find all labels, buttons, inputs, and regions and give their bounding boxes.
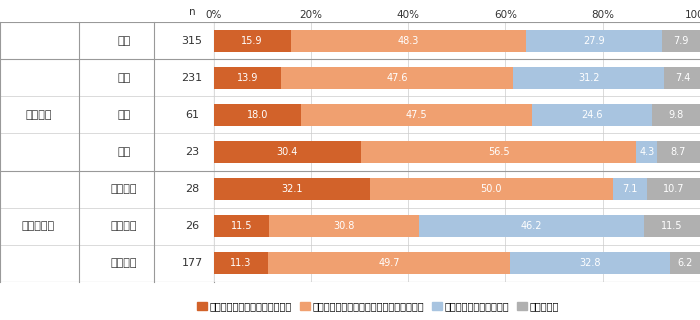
Text: 9.8: 9.8 bbox=[668, 110, 683, 120]
Text: 61: 61 bbox=[185, 110, 200, 120]
Bar bbox=[291, 30, 526, 52]
Text: 10.7: 10.7 bbox=[663, 184, 684, 194]
Text: 15.9: 15.9 bbox=[241, 36, 263, 46]
Text: 11.5: 11.5 bbox=[662, 221, 682, 231]
Text: 32.8: 32.8 bbox=[580, 258, 601, 268]
Text: 全体: 全体 bbox=[117, 36, 130, 46]
Text: 私立大学: 私立大学 bbox=[111, 258, 137, 268]
Text: 49.7: 49.7 bbox=[379, 258, 400, 268]
Text: 学校区分別: 学校区分別 bbox=[22, 221, 55, 231]
Bar bbox=[214, 215, 270, 237]
Text: 231: 231 bbox=[181, 73, 203, 83]
Bar bbox=[370, 178, 613, 200]
Text: 30.4: 30.4 bbox=[276, 147, 298, 157]
Bar bbox=[648, 178, 699, 200]
Text: 高専: 高専 bbox=[117, 147, 130, 157]
Text: 27.9: 27.9 bbox=[583, 36, 605, 46]
Text: 13.9: 13.9 bbox=[237, 73, 258, 83]
Text: 177: 177 bbox=[181, 258, 203, 268]
Text: 11.5: 11.5 bbox=[231, 221, 252, 231]
Bar bbox=[214, 141, 361, 163]
Bar bbox=[510, 252, 670, 274]
Text: 4.3: 4.3 bbox=[639, 147, 654, 157]
Text: 8.7: 8.7 bbox=[671, 147, 686, 157]
Text: 32.1: 32.1 bbox=[281, 184, 302, 194]
Bar bbox=[214, 30, 291, 52]
Text: 11.3: 11.3 bbox=[230, 258, 252, 268]
Text: 6.2: 6.2 bbox=[677, 258, 692, 268]
Bar bbox=[214, 178, 370, 200]
Bar bbox=[636, 141, 657, 163]
Bar bbox=[214, 104, 301, 126]
Bar bbox=[526, 30, 662, 52]
Text: 学校種別: 学校種別 bbox=[25, 110, 52, 120]
Bar bbox=[532, 104, 652, 126]
Text: 7.9: 7.9 bbox=[673, 36, 689, 46]
Text: 50.0: 50.0 bbox=[480, 184, 502, 194]
Text: 7.4: 7.4 bbox=[675, 73, 690, 83]
Text: 公立大学: 公立大学 bbox=[111, 221, 137, 231]
Text: 315: 315 bbox=[182, 36, 203, 46]
Text: 短大: 短大 bbox=[117, 110, 130, 120]
Bar bbox=[664, 67, 700, 89]
Bar bbox=[662, 30, 700, 52]
Bar bbox=[652, 104, 699, 126]
Bar bbox=[657, 141, 699, 163]
Text: 国立大学: 国立大学 bbox=[111, 184, 137, 194]
Text: 24.6: 24.6 bbox=[581, 110, 603, 120]
Text: 30.8: 30.8 bbox=[334, 221, 355, 231]
Text: 47.6: 47.6 bbox=[386, 73, 407, 83]
Text: 31.2: 31.2 bbox=[578, 73, 599, 83]
Bar bbox=[512, 67, 664, 89]
Text: 26: 26 bbox=[185, 221, 200, 231]
Bar bbox=[281, 67, 512, 89]
Text: 28: 28 bbox=[185, 184, 200, 194]
Bar bbox=[613, 178, 648, 200]
Bar bbox=[670, 252, 700, 274]
Text: 56.5: 56.5 bbox=[488, 147, 510, 157]
Bar bbox=[269, 252, 510, 274]
Bar bbox=[361, 141, 636, 163]
Bar bbox=[214, 252, 269, 274]
Bar bbox=[214, 67, 281, 89]
Text: 48.3: 48.3 bbox=[398, 36, 419, 46]
Text: 大学: 大学 bbox=[117, 73, 130, 83]
Legend: データ取得をして分析している, データ取得はしているが分析はしていない, 取得も分析もしていない, わからない: データ取得をして分析している, データ取得はしているが分析はしていない, 取得も… bbox=[193, 297, 563, 315]
Bar bbox=[301, 104, 532, 126]
Text: n: n bbox=[189, 7, 195, 17]
Bar bbox=[270, 215, 419, 237]
Bar bbox=[644, 215, 700, 237]
Text: 46.2: 46.2 bbox=[521, 221, 542, 231]
Text: 47.5: 47.5 bbox=[406, 110, 428, 120]
Text: 7.1: 7.1 bbox=[622, 184, 638, 194]
Text: 18.0: 18.0 bbox=[246, 110, 268, 120]
Bar bbox=[419, 215, 644, 237]
Text: 23: 23 bbox=[185, 147, 200, 157]
